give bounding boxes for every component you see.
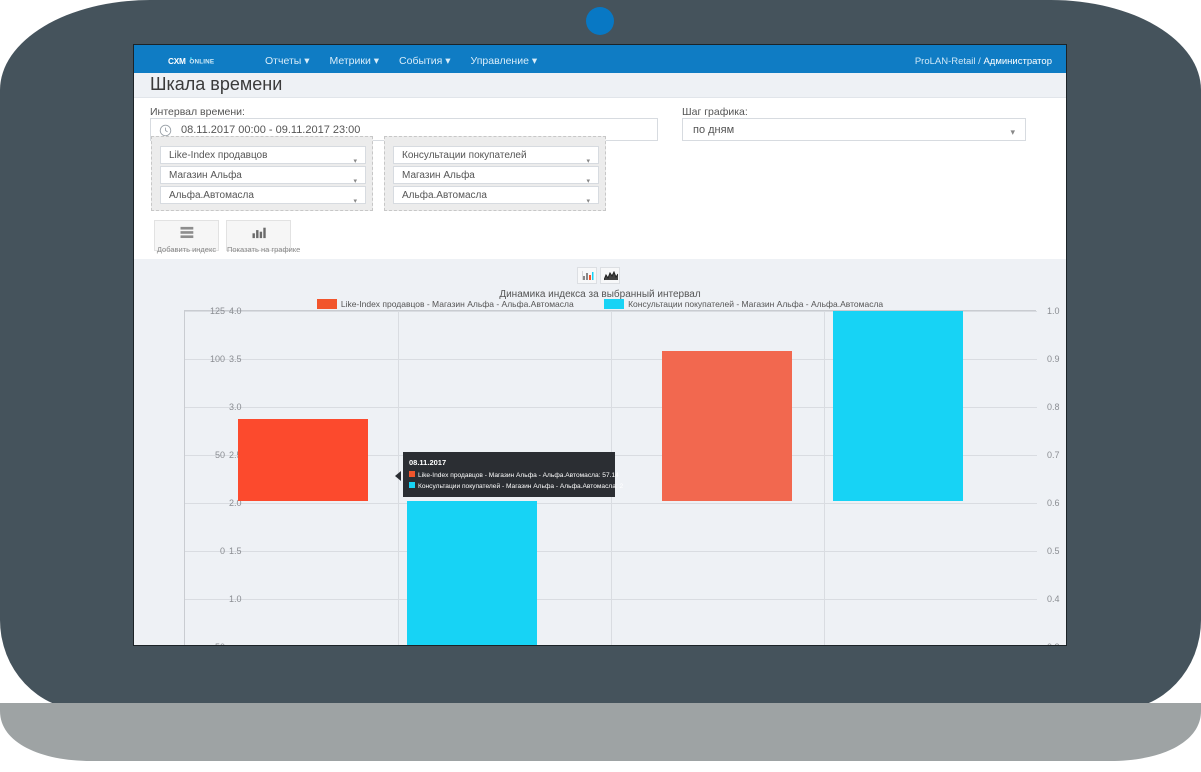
svg-text:CXM: CXM [168,57,186,66]
svg-text:ONLINE: ONLINE [189,59,214,66]
